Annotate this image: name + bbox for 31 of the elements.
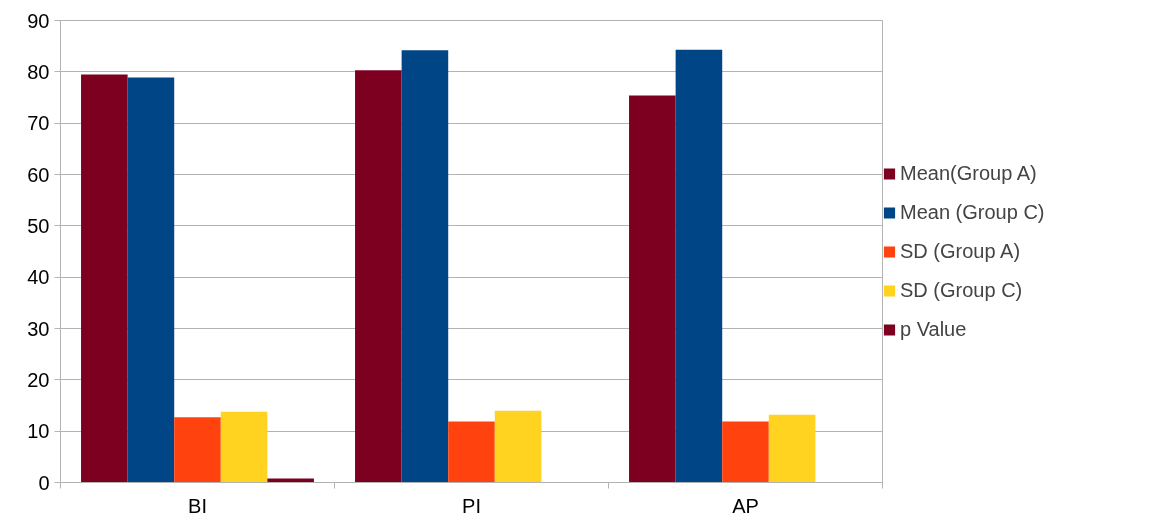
x-tick-label: AP — [732, 494, 759, 517]
y-tick-label: 50 — [27, 214, 50, 237]
legend-label: SD (Group C) — [900, 278, 1023, 302]
y-tick-label: 60 — [27, 163, 50, 186]
bar — [81, 74, 128, 483]
y-tick-label: 70 — [27, 112, 50, 135]
y-tick-label: 80 — [27, 60, 50, 83]
bar — [401, 50, 449, 483]
x-tick-label: PI — [462, 494, 481, 517]
legend-label: p Value — [900, 317, 967, 341]
y-tick-label: 30 — [27, 317, 50, 340]
y-tick-label: 90 — [27, 9, 50, 32]
legend-label: SD (Group A) — [900, 239, 1021, 263]
legend-label: Mean(Group A) — [900, 161, 1037, 185]
bar — [220, 411, 268, 483]
y-tick-label: 0 — [38, 471, 50, 494]
bar — [722, 421, 769, 483]
bar — [355, 70, 402, 483]
y-tick-label: 10 — [27, 420, 50, 443]
y-tick-label: 20 — [27, 368, 50, 391]
bar — [127, 77, 175, 483]
bar — [494, 410, 542, 483]
y-tick-label: 40 — [27, 266, 50, 289]
bar — [675, 49, 723, 483]
legend-label: Mean (Group C) — [900, 200, 1045, 224]
bar — [629, 95, 676, 483]
bar — [768, 414, 816, 483]
bar — [174, 417, 221, 483]
bar — [267, 478, 314, 483]
bar — [448, 421, 495, 483]
x-tick-label: BI — [188, 494, 207, 517]
